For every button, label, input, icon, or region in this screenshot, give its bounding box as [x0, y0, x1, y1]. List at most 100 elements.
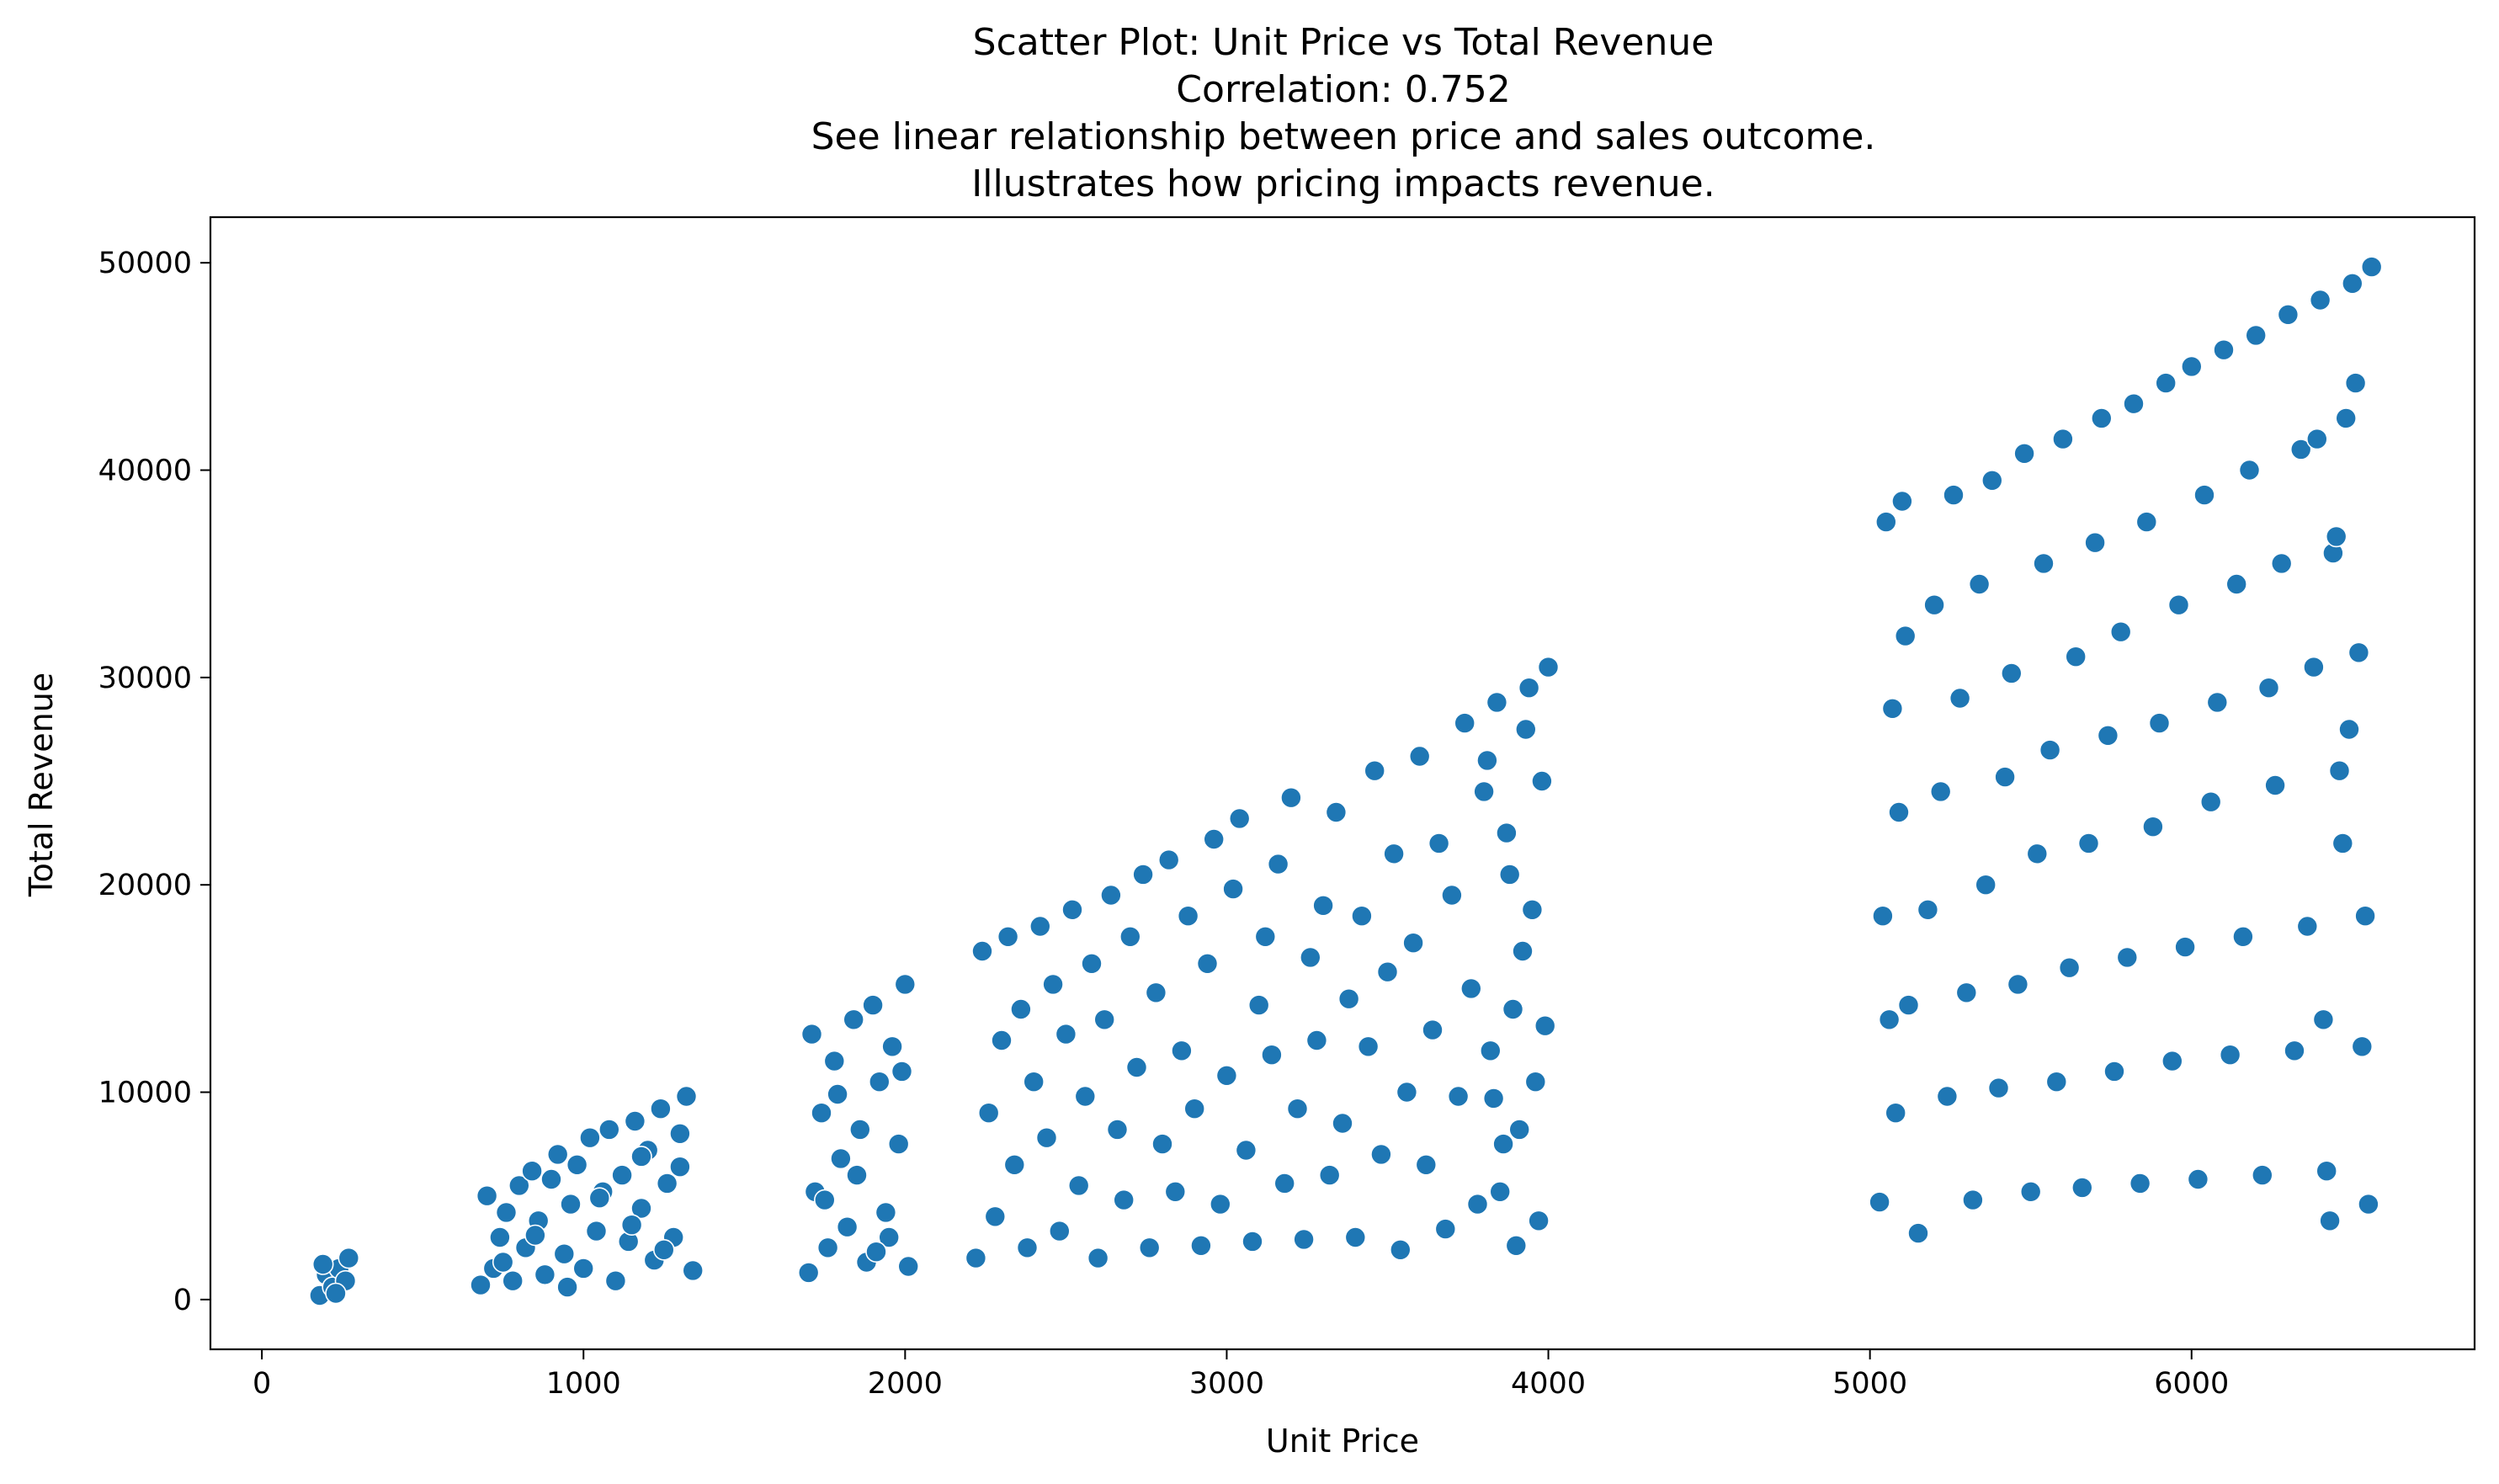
scatter-point [1383, 843, 1405, 865]
scatter-point [1936, 1085, 1959, 1108]
scatter-point [470, 1274, 492, 1296]
scatter-point [579, 1126, 601, 1149]
scatter-point [1923, 593, 1945, 616]
scatter-point [1113, 1189, 1135, 1211]
y-tick-label: 50000 [98, 247, 192, 280]
scatter-point [2245, 324, 2267, 347]
scatter-point [2206, 691, 2229, 714]
scatter-point [1318, 1164, 1341, 1186]
scatter-point [2303, 656, 2325, 678]
scatter-point [585, 1220, 608, 1242]
scatter-point [546, 1143, 569, 1166]
scatter-point [502, 1269, 524, 1292]
scatter-point [1210, 1193, 1231, 1215]
scatter-point [2123, 392, 2145, 415]
scatter-point [1132, 864, 1154, 886]
scatter-point [1305, 1029, 1328, 1051]
scatter-point [1042, 973, 1064, 996]
scatter-point [1151, 1133, 1173, 1155]
scatter-point [1968, 573, 1991, 595]
scatter-point [1196, 953, 1219, 975]
chart-title: Scatter Plot: Unit Price vs Total Revenu… [811, 21, 1876, 205]
scatter-point [508, 1174, 530, 1197]
scatter-point [624, 1110, 646, 1132]
scatter-point [875, 1201, 897, 1224]
scatter-point [1434, 1218, 1457, 1240]
scatter-point [1010, 998, 1032, 1020]
scatter-point [977, 1102, 1000, 1124]
y-tick-label: 10000 [98, 1077, 192, 1110]
scatter-point [811, 1102, 832, 1124]
scatter-point [1300, 946, 1321, 969]
scatter-point [566, 1154, 588, 1176]
scatter-point [2257, 677, 2280, 699]
scatter-point [1872, 905, 1894, 927]
y-tick-label: 30000 [98, 662, 192, 695]
scatter-point [1460, 977, 1482, 1000]
scatter-point [878, 1226, 900, 1248]
x-tick-label: 3000 [1189, 1367, 1264, 1401]
scatter-point [620, 1214, 643, 1236]
scatter-point [492, 1251, 514, 1274]
scatter-point [2142, 816, 2164, 838]
scatter-point [862, 994, 884, 1016]
scatter-point [630, 1146, 652, 1168]
scatter-point [2167, 593, 2190, 616]
scatter-point [1267, 853, 1289, 875]
scatter-point [1521, 899, 1544, 921]
chart-title-line-1: Scatter Plot: Unit Price vs Total Revenu… [973, 21, 1715, 64]
scatter-point [848, 1119, 871, 1141]
scatter-point [1145, 981, 1167, 1004]
scatter-point [1943, 484, 1965, 506]
x-axis-ticks: 0 1000 2000 3000 4000 5000 6000 [253, 1349, 2229, 1401]
scatter-point [1888, 801, 1910, 823]
scatter-point [2199, 790, 2222, 813]
scatter-point [997, 926, 1019, 948]
scatter-point [2007, 973, 2029, 996]
scatter-point [2219, 1044, 2241, 1066]
scatter-point [2332, 832, 2354, 854]
scatter-point [1273, 1173, 1295, 1194]
scatter-point [1981, 469, 2003, 492]
data-points [309, 256, 2383, 1306]
scatter-point [1466, 1193, 1489, 1215]
scatter-point [611, 1164, 633, 1186]
scatter-point [2013, 442, 2035, 465]
scatter-point [1228, 807, 1251, 830]
scatter-point [1917, 899, 1939, 921]
scatter-point [1312, 895, 1334, 917]
y-tick-label: 0 [173, 1284, 192, 1317]
scatter-point [1164, 1181, 1187, 1203]
scatter-point [1286, 1098, 1309, 1120]
plot-frame [209, 215, 2476, 1351]
scatter-point [1235, 1139, 1257, 1162]
scatter-point [598, 1119, 620, 1141]
scatter-point [2161, 1050, 2183, 1072]
scatter-point [1498, 864, 1521, 886]
scatter-point [2193, 484, 2215, 506]
scatter-point [1203, 828, 1225, 850]
scatter-point [1907, 1222, 1929, 1244]
scatter-point [2232, 926, 2254, 948]
scatter-point [1183, 1098, 1205, 1120]
scatter-point [1370, 1143, 1392, 1166]
scatter-point [495, 1201, 518, 1224]
scatter-point [1402, 932, 1424, 954]
scatter-point [2306, 428, 2328, 450]
scatter-point [1364, 759, 1385, 782]
scatter-point [1119, 926, 1141, 948]
scatter-point [2309, 289, 2332, 311]
scatter-point [2360, 256, 2383, 278]
scatter-point [800, 1023, 823, 1045]
scatter-point [560, 1193, 582, 1215]
scatter-point [2351, 1035, 2374, 1058]
scatter-point [1875, 511, 1897, 533]
scatter-point [2116, 946, 2139, 969]
scatter-point [836, 1215, 859, 1238]
scatter-point [2328, 759, 2351, 782]
chart-title-line-3: See linear relationship between price an… [811, 115, 1876, 158]
scatter-point [2325, 525, 2347, 548]
scatter-point [1897, 994, 1920, 1016]
scatter-point [2039, 739, 2061, 761]
